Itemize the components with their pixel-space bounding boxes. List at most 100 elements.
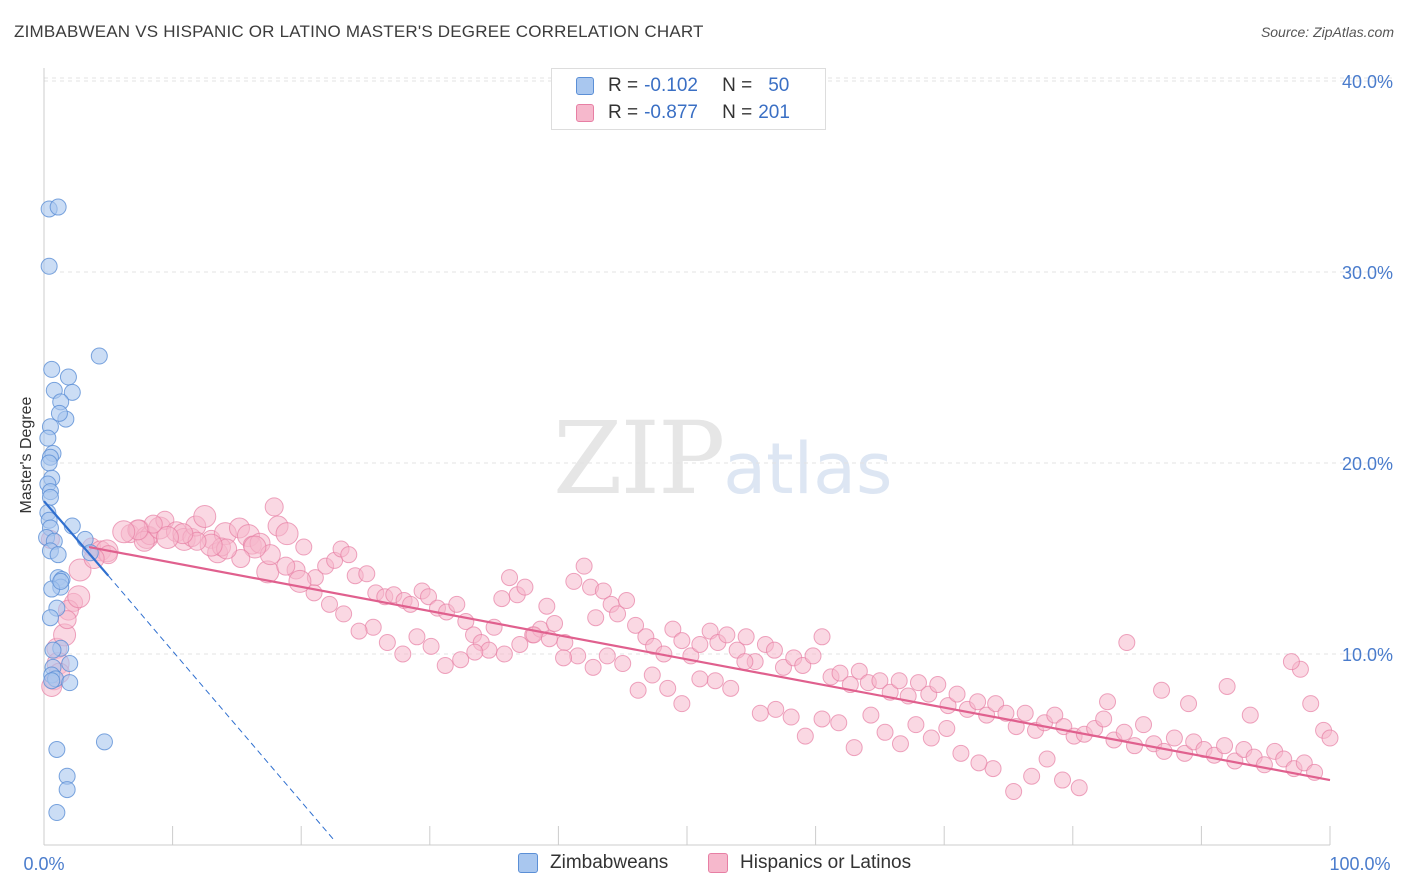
data-point-hispanic — [1241, 706, 1259, 724]
legend-r-value: -0.102 — [644, 75, 698, 96]
data-point-hispanic — [231, 549, 251, 568]
legend-row-hispanics: R = -0.877 N = 201 — [576, 101, 790, 125]
data-point-hispanic — [718, 626, 736, 644]
data-point-hispanic — [1155, 742, 1173, 760]
data-point-hispanic — [452, 651, 470, 669]
data-point-hispanic — [243, 535, 267, 559]
data-point-hispanic — [480, 641, 498, 659]
y-tick-label: 20.0% — [1342, 454, 1393, 474]
legend-item-zimbabweans[interactable]: Zimbabweans — [518, 852, 668, 874]
data-point-hispanic — [466, 643, 484, 661]
y-axis-title: Master's Degree — [18, 396, 35, 514]
data-point-zimbabwean — [48, 804, 66, 822]
legend-swatch-pink — [708, 853, 728, 873]
data-point-hispanic — [565, 572, 583, 590]
data-point-zimbabwean — [63, 383, 81, 401]
data-point-hispanic — [67, 585, 91, 609]
data-point-hispanic — [1180, 695, 1198, 713]
legend-item-hispanics[interactable]: Hispanics or Latinos — [708, 852, 911, 874]
data-point-zimbabwean — [39, 429, 57, 447]
data-point-hispanic — [664, 620, 682, 638]
data-point-hispanic — [1165, 729, 1183, 747]
data-point-hispanic — [691, 670, 709, 688]
data-point-hispanic — [629, 681, 647, 699]
data-point-hispanic — [546, 614, 564, 632]
data-point-hispanic — [264, 497, 284, 517]
data-point-hispanic — [929, 676, 947, 694]
data-point-zimbabwean — [41, 609, 59, 627]
data-point-hispanic — [378, 634, 396, 652]
data-point-hispanic — [1099, 693, 1117, 711]
data-point-hispanic — [538, 597, 556, 615]
data-point-hispanic — [335, 605, 353, 623]
data-point-hispanic — [1126, 737, 1144, 755]
data-point-hispanic — [1054, 771, 1072, 789]
data-point-hispanic — [420, 588, 438, 606]
data-point-hispanic — [627, 616, 645, 634]
data-point-zimbabwean — [43, 360, 61, 378]
data-point-hispanic — [997, 704, 1015, 722]
watermark-zip: ZIP — [553, 400, 725, 517]
y-tick-label: 40.0% — [1342, 72, 1393, 92]
data-point-hispanic — [1038, 750, 1056, 768]
data-point-hispanic — [1118, 634, 1136, 652]
data-point-hispanic — [555, 649, 573, 667]
data-point-hispanic — [340, 546, 358, 564]
data-point-hispanic — [358, 565, 376, 583]
data-point-zimbabwean — [48, 741, 66, 758]
data-point-hispanic — [1302, 695, 1320, 713]
data-point-hispanic — [193, 504, 217, 528]
data-point-hispanic — [68, 558, 92, 582]
x-tick-label: 0.0% — [23, 854, 64, 874]
data-point-hispanic — [862, 706, 880, 724]
legend-r-label: R = — [608, 75, 639, 96]
data-point-hispanic — [765, 641, 783, 659]
data-point-hispanic — [938, 719, 956, 737]
data-point-zimbabwean — [44, 641, 62, 659]
legend-label: Hispanics or Latinos — [740, 852, 912, 873]
data-point-hispanic — [587, 609, 605, 627]
data-point-hispanic — [493, 590, 511, 608]
data-point-hispanic — [891, 735, 909, 753]
data-point-hispanic — [736, 653, 754, 671]
data-point-zimbabwean — [40, 454, 58, 472]
data-point-hispanic — [598, 647, 616, 665]
data-point-hispanic — [737, 628, 755, 646]
data-point-zimbabwean — [49, 198, 67, 216]
data-point-hispanic — [1023, 767, 1041, 785]
x-tick-label: 100.0% — [1329, 854, 1390, 874]
legend-swatch-pink — [576, 104, 594, 122]
data-point-hispanic — [659, 679, 677, 697]
data-point-hispanic — [511, 635, 529, 653]
data-point-zimbabwean — [58, 781, 76, 799]
data-point-hispanic — [782, 708, 800, 726]
data-point-hispanic — [422, 637, 440, 655]
data-point-zimbabwean — [61, 674, 79, 692]
legend-swatch-blue — [576, 77, 594, 95]
data-point-hispanic — [969, 693, 987, 711]
data-point-hispanic — [350, 622, 368, 640]
data-point-hispanic — [922, 729, 940, 747]
watermark: ZIPatlas — [553, 400, 892, 517]
data-point-hispanic — [830, 714, 848, 732]
data-point-hispanic — [1153, 681, 1171, 699]
data-point-hispanic — [796, 727, 814, 745]
data-point-zimbabwean — [40, 257, 58, 275]
data-point-hispanic — [1046, 706, 1064, 724]
data-point-hispanic — [1095, 710, 1113, 728]
data-point-hispanic — [575, 557, 593, 575]
data-point-zimbabwean — [49, 546, 67, 564]
y-tick-label: 30.0% — [1342, 263, 1393, 283]
series-legend: Zimbabweans Hispanics or Latinos — [0, 852, 1406, 876]
data-point-hispanic — [643, 666, 661, 684]
data-point-hispanic — [813, 628, 831, 646]
data-point-zimbabwean — [52, 572, 70, 590]
trendline-zimbabwean-extension — [107, 575, 334, 840]
data-point-hispanic — [1282, 653, 1300, 671]
data-point-hispanic — [706, 672, 724, 690]
data-point-hispanic — [364, 618, 382, 636]
data-point-hispanic — [516, 578, 534, 596]
data-point-hispanic — [320, 595, 338, 613]
data-point-hispanic — [1005, 783, 1023, 801]
data-point-hispanic — [751, 704, 769, 722]
